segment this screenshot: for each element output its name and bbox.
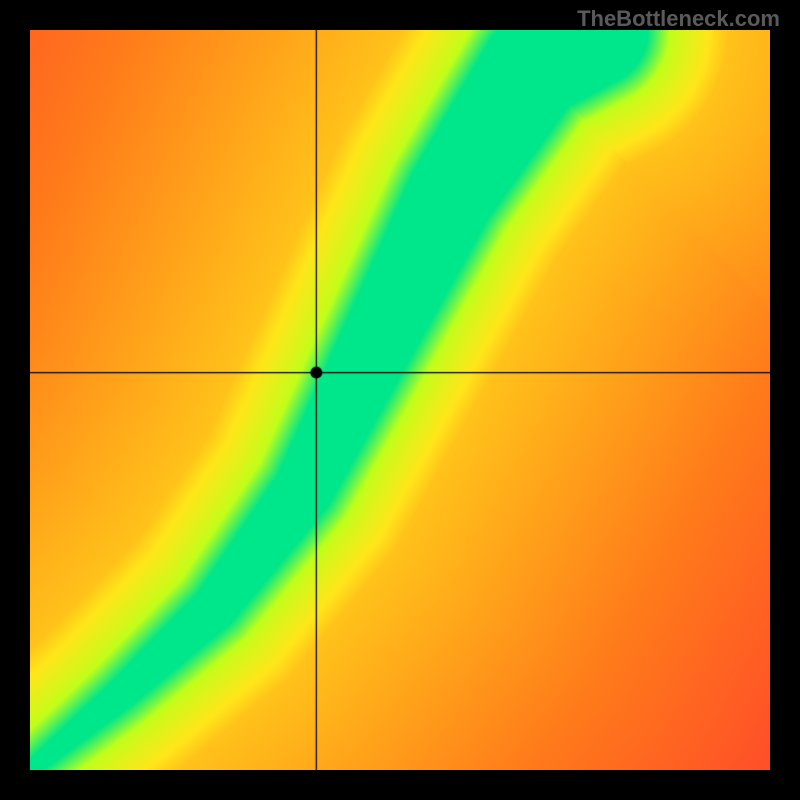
heatmap-canvas [30, 30, 770, 770]
watermark-text: TheBottleneck.com [577, 6, 780, 32]
heatmap-plot [30, 30, 770, 770]
